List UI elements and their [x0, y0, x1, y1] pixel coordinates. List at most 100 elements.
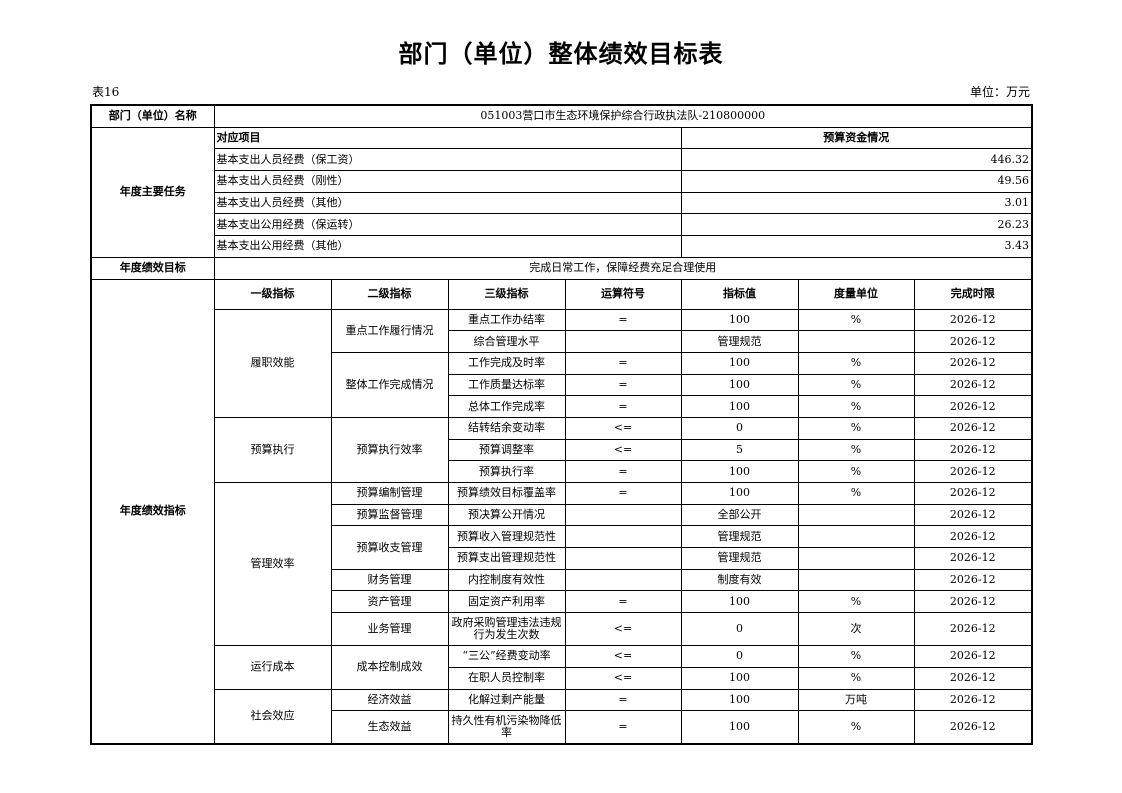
operator: =	[564, 351, 682, 375]
indicator-row: 预算执行率 = 100% 2026-12	[91, 460, 1033, 483]
operator: <=	[564, 416, 682, 440]
deadline: 2026-12	[913, 568, 1033, 592]
indicator-header-row: 年度绩效指标 一级指标 二级指标 三级指标 运算符号 指标值 度量单位 完成时限	[90, 278, 1033, 745]
operator: =	[564, 395, 682, 418]
indicator-value: 100	[680, 590, 799, 614]
indicator-value: 100	[680, 308, 799, 332]
task-row: 基本支出人员经费（其他） 3.01	[91, 191, 1033, 215]
task-item: 基本支出公用经费（其他）	[213, 235, 682, 258]
level2-indicator: 预算监督管理	[330, 503, 449, 527]
indicator-row: 预算支出管理规范性 管理规范 2026-12	[91, 547, 1033, 570]
indicator-header: 度量单位	[797, 278, 915, 310]
deadline: 2026-12	[913, 482, 1033, 505]
task-item: 基本支出人员经费（其他）	[213, 191, 682, 215]
level2-indicator: 预算收支管理	[330, 525, 449, 570]
deadline: 2026-12	[913, 416, 1033, 440]
level2-indicator: 经济效益	[330, 688, 449, 712]
task-amount: 3.01	[680, 191, 1033, 215]
indicator-row: 履职效能 重点工作履行情况 重点工作办结率 = 100% 2026-12	[91, 308, 1033, 418]
measure-unit	[797, 547, 915, 570]
measure-unit	[797, 503, 915, 527]
indicator-value: 管理规范	[680, 330, 799, 353]
tasks-col-budget: 预算资金情况	[680, 126, 1033, 150]
indicator-value: 制度有效	[680, 568, 799, 592]
indicator-value: 0	[680, 645, 799, 668]
performance-table: 部门（单位）名称 051003营口市生态环境保护综合行政执法队-21080000…	[90, 104, 1033, 746]
level3-indicator: 化解过剩产能量	[447, 688, 566, 712]
deadline: 2026-12	[913, 330, 1033, 353]
level2-indicator: 生态效益	[330, 710, 449, 745]
indicator-row: 资产管理 固定资产利用率 = 100% 2026-12	[91, 590, 1033, 614]
task-amount: 446.32	[680, 148, 1033, 172]
measure-unit: %	[797, 308, 915, 332]
task-row: 基本支出公用经费（保运转） 26.23	[91, 213, 1033, 237]
indicator-value: 100	[680, 373, 799, 397]
operator: =	[564, 308, 682, 332]
level1-indicator: 社会效应	[213, 688, 332, 745]
indicator-value: 100	[680, 351, 799, 375]
indicator-header: 运算符号	[564, 278, 682, 310]
indicator-row: 预算执行 预算执行效率 结转结余变动率 <= 0% 2026-12	[91, 416, 1033, 484]
indicator-value: 100	[680, 460, 799, 483]
indicator-row: 预算调整率 <= 5% 2026-12	[91, 438, 1033, 462]
level3-indicator: 重点工作办结率	[447, 308, 566, 332]
indicator-row: 财务管理 内控制度有效性 制度有效 2026-12	[91, 568, 1033, 592]
deadline: 2026-12	[913, 645, 1033, 668]
deadline: 2026-12	[913, 547, 1033, 570]
indicator-value: 管理规范	[680, 547, 799, 570]
deadline: 2026-12	[913, 525, 1033, 549]
deadline: 2026-12	[913, 710, 1033, 745]
task-row: 基本支出人员经费（刚性） 49.56	[91, 170, 1033, 193]
operator: <=	[564, 612, 682, 647]
indicator-header: 一级指标	[213, 278, 332, 310]
dept-name-value: 051003营口市生态环境保护综合行政执法队-210800000	[213, 104, 1033, 128]
unit-label: 单位：万元	[969, 85, 1030, 99]
level1-indicator: 预算执行	[213, 416, 332, 484]
indicator-value: 0	[680, 416, 799, 440]
operator: =	[564, 590, 682, 614]
indicator-value: 100	[680, 688, 799, 712]
indicator-value: 管理规范	[680, 525, 799, 549]
level3-indicator: 总体工作完成率	[447, 395, 566, 418]
deadline: 2026-12	[913, 503, 1033, 527]
measure-unit: %	[797, 460, 915, 483]
operator	[564, 547, 682, 570]
operator: =	[564, 688, 682, 712]
indicator-header: 二级指标	[330, 278, 449, 310]
level3-indicator: 在职人员控制率	[447, 666, 566, 690]
measure-unit: 次	[797, 612, 915, 647]
deadline: 2026-12	[913, 590, 1033, 614]
task-amount: 49.56	[680, 170, 1033, 193]
measure-unit: %	[797, 438, 915, 462]
level1-indicator: 履职效能	[213, 308, 332, 418]
indicator-value: 100	[680, 482, 799, 505]
task-row: 基本支出人员经费（保工资） 446.32	[91, 148, 1033, 172]
table-number: 表16	[92, 85, 120, 99]
deadline: 2026-12	[913, 688, 1033, 712]
level3-indicator: 持久性有机污染物降低率	[447, 710, 566, 745]
level2-indicator: 重点工作履行情况	[330, 308, 449, 353]
level3-indicator: 预算收入管理规范性	[447, 525, 566, 549]
indicator-row: 工作质量达标率 = 100% 2026-12	[91, 373, 1033, 397]
measure-unit: %	[797, 373, 915, 397]
level3-indicator: 预算支出管理规范性	[447, 547, 566, 570]
goal-text: 完成日常工作，保障经费充足合理使用	[213, 256, 1033, 280]
level3-indicator: 预决算公开情况	[447, 503, 566, 527]
task-amount: 3.43	[680, 235, 1033, 258]
deadline: 2026-12	[913, 373, 1033, 397]
indicator-row: 业务管理 政府采购管理违法违规行为发生次数 <= 0 次 2026-12	[91, 612, 1033, 647]
level3-indicator: 工作完成及时率	[447, 351, 566, 375]
deadline: 2026-12	[913, 395, 1033, 418]
performance-table-container: 部门（单位）名称 051003营口市生态环境保护综合行政执法队-21080000…	[90, 104, 1033, 747]
task-amount: 26.23	[680, 213, 1033, 237]
indicator-value: 100	[680, 395, 799, 418]
deadline: 2026-12	[913, 351, 1033, 375]
indicator-header: 三级指标	[447, 278, 566, 310]
indicator-value: 100	[680, 666, 799, 690]
measure-unit: %	[797, 710, 915, 745]
operator: =	[564, 373, 682, 397]
level3-indicator: 预算执行率	[447, 460, 566, 483]
operator: <=	[564, 438, 682, 462]
deadline: 2026-12	[913, 666, 1033, 690]
operator: =	[564, 482, 682, 505]
